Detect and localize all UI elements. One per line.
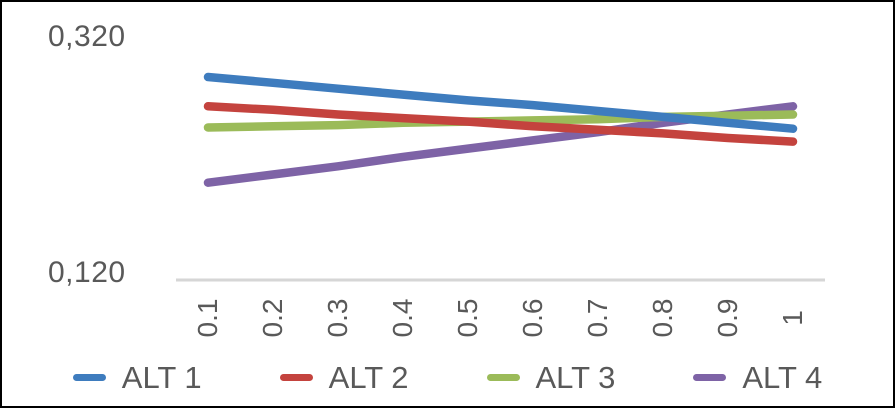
legend-dash-icon	[693, 373, 727, 381]
legend-dash-icon	[486, 373, 520, 381]
legend-label: ALT 1	[121, 359, 202, 395]
legend-label: ALT 4	[742, 359, 823, 395]
legend-entry-alt-3: ALT 3	[486, 359, 616, 395]
x-tick-label-0.3: 0.3	[322, 298, 353, 338]
legend-dash-icon	[279, 373, 313, 381]
x-tick-label-0.8: 0.8	[647, 298, 678, 338]
legend-entry-alt-4: ALT 4	[693, 362, 822, 393]
x-tick-label-0.5: 0.5	[452, 298, 483, 338]
x-tick-label-0.6: 0.6	[517, 298, 548, 338]
x-tick-label-0.7: 0.7	[582, 298, 613, 338]
series-line-alt-1	[203, 72, 798, 133]
legend-dash-icon	[72, 373, 106, 381]
y-axis-label-max: 0,320	[48, 20, 126, 53]
series-line-alt-2	[203, 102, 798, 146]
x-tick-label-0.1: 0.1	[192, 298, 223, 338]
x-tick-label-0.9: 0.9	[712, 298, 743, 338]
legend-entry-alt-2: ALT 2	[279, 359, 409, 395]
legend-label: ALT 2	[328, 359, 409, 395]
x-tick-label-0.2: 0.2	[257, 298, 288, 338]
y-axis-label-min: 0,120	[48, 256, 126, 289]
chart-legend: ALT 1 ALT 2 ALT 3 ALT 4	[2, 356, 893, 398]
legend-label: ALT 3	[535, 359, 616, 395]
x-tick-label-1: 1	[777, 310, 808, 326]
legend-entry-alt-1: ALT 1	[72, 359, 202, 395]
x-tick-label-0.4: 0.4	[387, 298, 418, 338]
